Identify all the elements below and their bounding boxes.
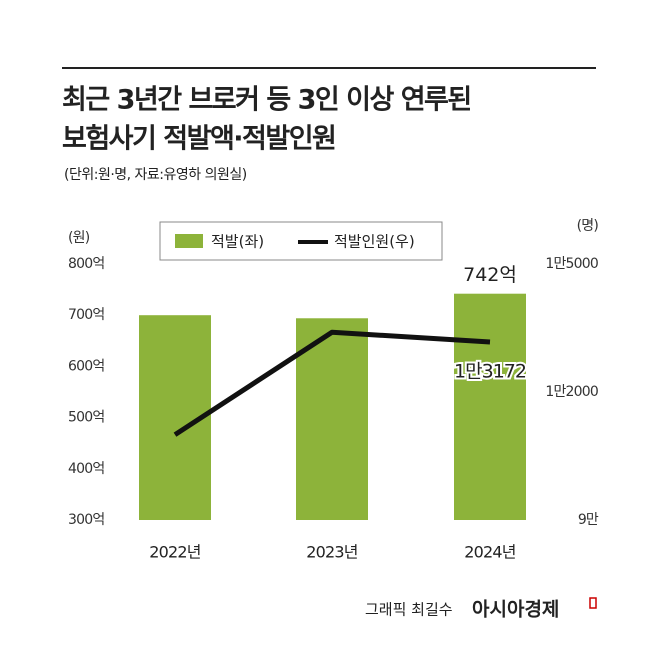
y-unit: (원): [68, 230, 90, 246]
credit: 그래픽 최길수: [365, 601, 453, 619]
data-label: 742억: [463, 264, 517, 286]
y-tick-label: 600억: [68, 358, 104, 374]
x-tick-label: 2024년: [464, 543, 516, 562]
x-tick-label: 2022년: [149, 543, 201, 562]
y-tick-label: 500억: [68, 410, 104, 426]
line: [173, 329, 491, 437]
subtitle: (단위:원·명, 자료:유영하 의원실): [64, 167, 247, 183]
data-label: 1만3172: [454, 360, 526, 382]
chart-title: 최근 3년간 브로커 등 3인 이상 연루된: [62, 85, 471, 116]
y-tick-label: 300억: [68, 512, 104, 528]
y2-tick-label: 9만: [578, 512, 599, 528]
x-tick-label: 2023년: [306, 543, 358, 562]
bar: [454, 293, 526, 520]
y-tick-label: 400억: [68, 461, 104, 477]
y-tick-label: 700억: [68, 307, 104, 323]
legend-label: 적발인원(우): [334, 233, 415, 251]
y2-unit: (명): [577, 218, 599, 234]
legend-swatch: [175, 234, 203, 248]
chart-title: 보험사기 적발액·적발인원: [62, 124, 335, 155]
y-tick-label: 800억: [68, 256, 104, 272]
source: 아시아경제: [472, 599, 559, 621]
y2-tick-label: 1만2000: [545, 384, 598, 400]
y2-tick-label: 1만5000: [545, 256, 598, 272]
source-mark: [589, 597, 597, 609]
bar: [296, 318, 368, 520]
legend-label: 적발(좌): [211, 233, 264, 251]
